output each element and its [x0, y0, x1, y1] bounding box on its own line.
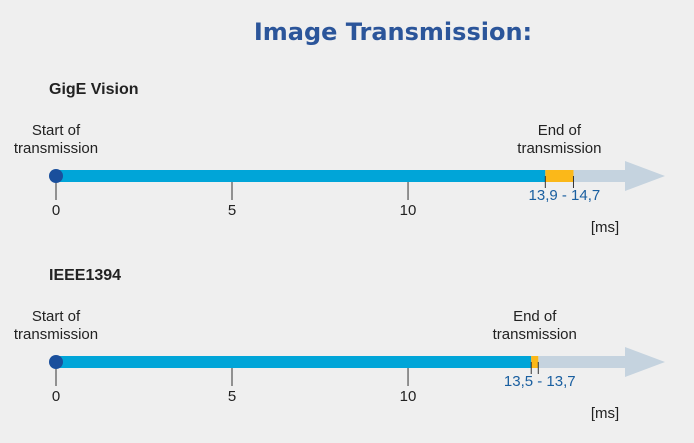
arrow — [538, 347, 665, 377]
end-label: End of — [538, 122, 582, 139]
start-label: transmission — [14, 326, 98, 343]
title: Image Transmission: — [254, 18, 532, 46]
x-tick-label: 5 — [228, 202, 236, 219]
x-tick-label: 5 — [228, 388, 236, 405]
x-tick-label: 0 — [52, 388, 60, 405]
range-bar — [545, 170, 574, 182]
range-label: 13,5 - 13,7 — [504, 373, 576, 390]
x-tick-label: 10 — [400, 202, 417, 219]
x-tick-label: 10 — [400, 388, 417, 405]
end-label: End of — [513, 308, 557, 325]
start-dot — [49, 355, 63, 369]
x-axis-label: [ms] — [591, 405, 619, 422]
start-label: Start of — [32, 308, 81, 325]
start-label: Start of — [32, 122, 81, 139]
end-label: transmission — [517, 140, 601, 157]
arrow — [573, 161, 665, 191]
start-label: transmission — [14, 140, 98, 157]
section-title: GigE Vision — [49, 81, 139, 98]
range-label: 13,9 - 14,7 — [529, 187, 601, 204]
start-dot — [49, 169, 63, 183]
x-axis-label: [ms] — [591, 219, 619, 236]
range-bar — [531, 356, 539, 368]
transmission-bar — [56, 356, 532, 368]
section-title: IEEE1394 — [49, 267, 121, 284]
x-tick-label: 0 — [52, 202, 60, 219]
end-label: transmission — [493, 326, 577, 343]
transmission-bar — [56, 170, 546, 182]
